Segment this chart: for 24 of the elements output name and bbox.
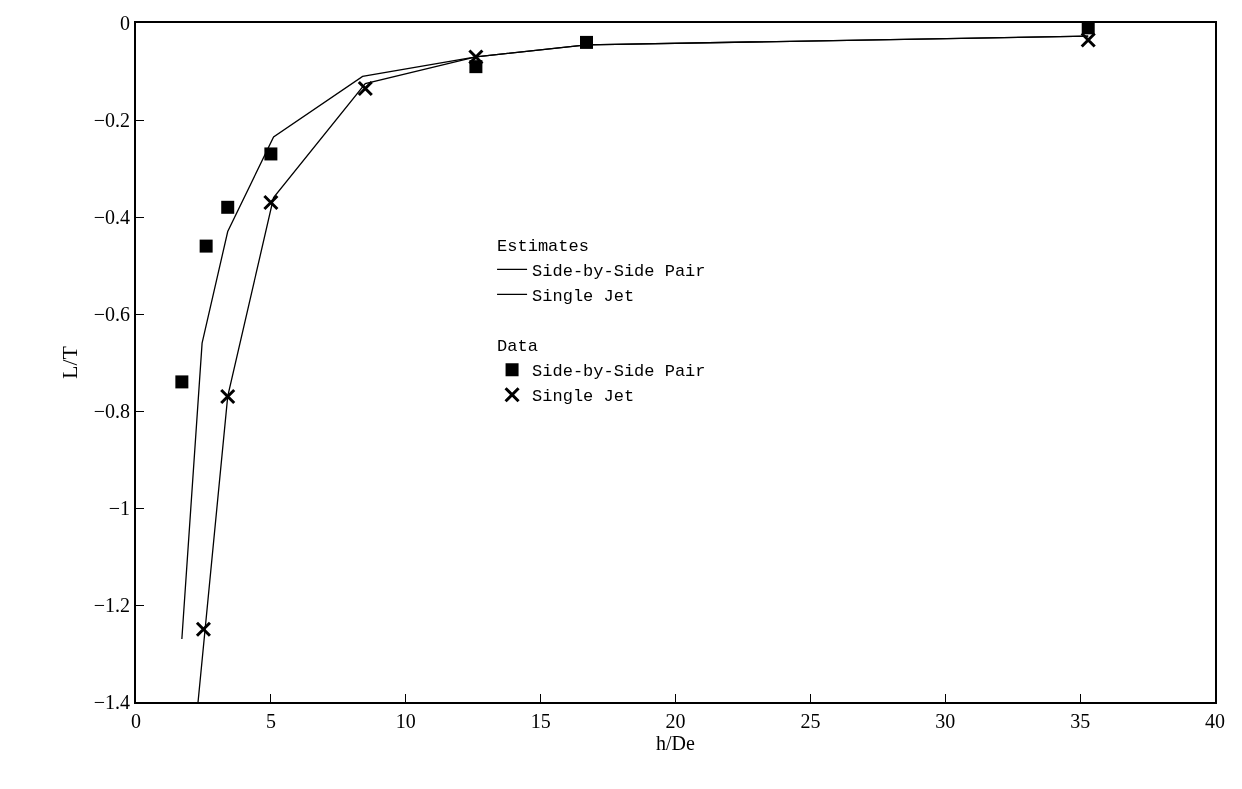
legend-label: Side-by-Side Pair [532,362,706,382]
y-tick-label: −0.6 [93,303,130,325]
y-tick-label: −1 [108,497,130,519]
x-tick-label: 40 [1205,710,1225,732]
legend-label: Side-by-Side Pair [532,261,706,281]
y-axis-title: L/T [57,345,83,379]
x-tick-label: 35 [1070,710,1091,732]
y-tick-label: 0 [120,12,130,34]
y-tick-label: −1.4 [93,691,130,713]
y-tick-label: −0.8 [93,400,130,422]
annotation: Data [497,337,538,357]
x-tick-label: 30 [935,710,956,732]
legend-label: Single Jet [532,287,635,307]
x-axis-title: h/De [656,732,696,754]
legend-title: Estimates [497,236,589,256]
x-tick-label: 10 [395,710,416,732]
legend-label: Single Jet [532,387,635,407]
y-tick-label: −0.2 [93,109,130,131]
y-tick-label: −0.4 [93,206,130,228]
y-tick-label: −1.2 [93,594,130,616]
x-tick-label: 15 [530,710,551,732]
x-tick-label: 25 [800,710,821,732]
x-tick-label: 5 [265,710,276,732]
x-tick-label: 20 [665,710,686,732]
